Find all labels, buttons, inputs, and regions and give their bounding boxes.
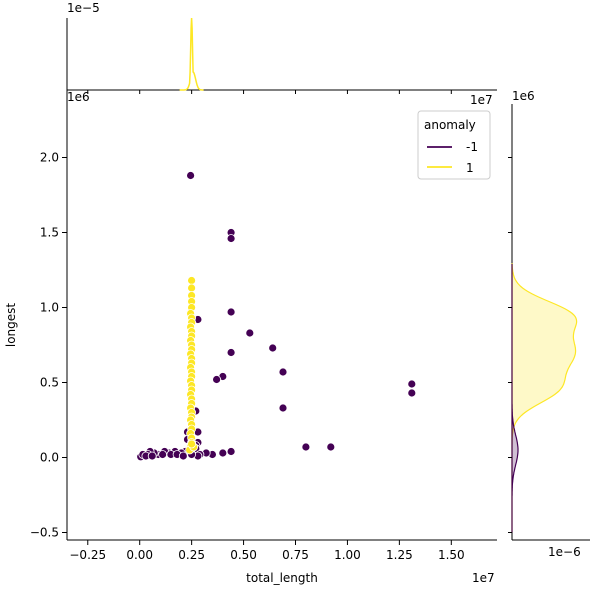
y-tick-label: 1.0 (40, 301, 59, 315)
x-tick-label: 1.50 (438, 548, 465, 562)
joint-offset-label-x-top: 1e7 (470, 93, 493, 107)
point-anomaly-neg1 (268, 343, 278, 353)
point-anomaly-1 (187, 439, 197, 449)
point-anomaly-neg1 (186, 171, 196, 180)
y-tick-label: −0.5 (30, 526, 59, 540)
point-anomaly-neg1 (245, 328, 255, 338)
right-kde-series-1 (511, 263, 578, 533)
legend-label-1: 1 (466, 161, 474, 175)
y-tick-label: 0.5 (40, 376, 59, 390)
right-marginal-offset-label-bottom: 1e−6 (548, 545, 581, 559)
x-tick-label: 0.75 (282, 548, 309, 562)
legend: anomaly -1 1 (417, 110, 491, 180)
x-tick-label: 0.50 (230, 548, 257, 562)
y-axis-label: longest (4, 303, 18, 348)
point-anomaly-1 (187, 283, 197, 293)
point-anomaly-neg1 (226, 447, 236, 456)
top-kde-curve (179, 17, 204, 91)
point-anomaly-neg1 (226, 307, 236, 317)
point-anomaly-neg1 (278, 403, 288, 413)
point-anomaly-neg1 (158, 450, 168, 459)
right-marginal-kde: 1e6 1e−6 (511, 89, 590, 559)
x-tick-label: 1.00 (334, 548, 361, 562)
y-axis-ticks: −0.5 0.0 0.5 1.0 1.5 2.0 (30, 151, 512, 540)
y-tick-label: 2.0 (40, 151, 59, 165)
x-tick-label: 0.00 (126, 548, 153, 562)
point-anomaly-neg1 (278, 367, 288, 377)
scatter-points (136, 171, 417, 462)
point-anomaly-neg1 (178, 451, 188, 461)
point-anomaly-neg1 (226, 234, 236, 243)
point-anomaly-neg1 (147, 451, 157, 461)
top-marginal-offset-label: 1e−5 (67, 1, 100, 15)
point-anomaly-neg1 (226, 348, 236, 357)
right-marginal-offset-label-top: 1e6 (512, 89, 535, 103)
point-anomaly-neg1 (218, 448, 228, 458)
x-tick-label: 0.25 (178, 548, 205, 562)
top-axis-ticks (87, 90, 452, 94)
legend-label-neg1: -1 (466, 140, 478, 154)
point-anomaly-neg1 (326, 442, 336, 452)
joint-scatter-axes: 1e6 1e7 −0.25 0.00 0.25 0.50 0.75 1.00 1.25 1.5… (4, 90, 512, 585)
top-marginal-kde: 1e−5 (66, 1, 497, 91)
x-tick-label: −0.25 (69, 548, 106, 562)
joint-offset-label-y: 1e6 (67, 90, 90, 104)
y-tick-label: 1.5 (40, 226, 59, 240)
legend-title: anomaly (424, 118, 476, 132)
point-anomaly-neg1 (407, 379, 417, 389)
point-anomaly-neg1 (301, 442, 311, 452)
x-axis-label: total_length (246, 571, 318, 585)
x-tick-label: 1.25 (386, 548, 413, 562)
point-anomaly-neg1 (212, 375, 222, 384)
point-anomaly-neg1 (407, 388, 417, 398)
y-tick-label: 0.0 (40, 451, 59, 465)
legend-box (417, 110, 491, 180)
point-anomaly-1 (187, 276, 197, 285)
x-axis-ticks: −0.25 0.00 0.25 0.50 0.75 1.00 1.25 1.50 (69, 540, 465, 562)
x-offset-label: 1e7 (472, 571, 495, 585)
